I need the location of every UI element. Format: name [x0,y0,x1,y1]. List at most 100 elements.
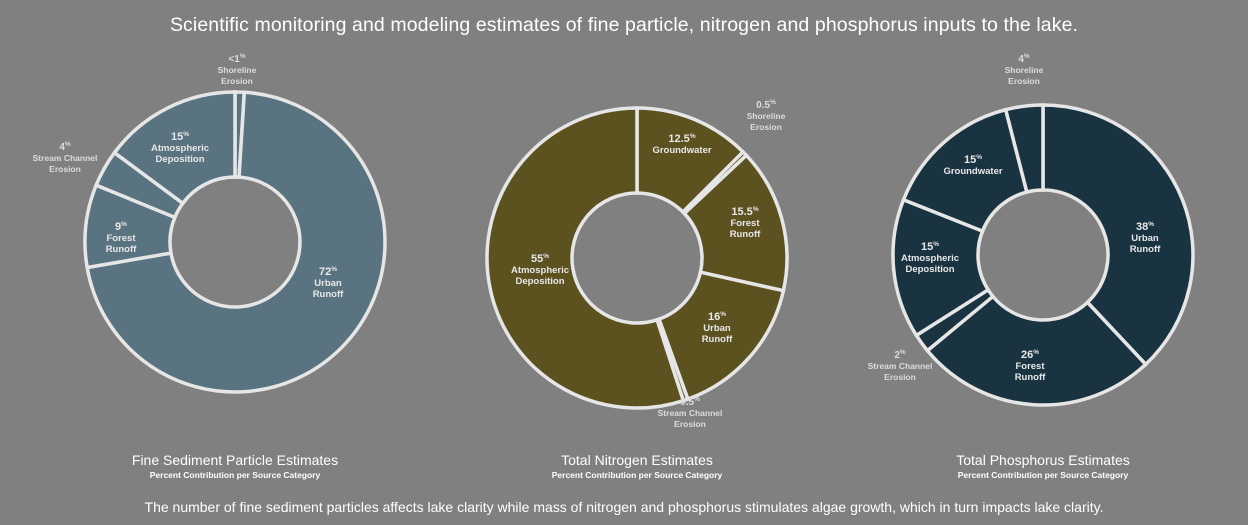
slice-label: 26% Forest Runoff [1015,349,1046,383]
slice-value: 2 [894,350,900,361]
slice-category: Groundwater [652,145,711,156]
slice-category: Forest [1015,361,1045,372]
slice-label: 16% Urban Runoff [702,311,733,345]
chart-subtitle: Percent Contribution per Source Category [551,470,723,480]
slice-percent-sign: % [770,99,776,106]
slice-category: Erosion [884,372,916,382]
slice-category: Runoff [1015,372,1046,383]
slice-percent-sign: % [1148,221,1154,228]
slice-value: 55 [531,253,543,265]
slice-label: 15% Atmospheric Deposition [901,241,959,275]
donut-slice [1041,103,1195,367]
slice-label: 72% Urban Runoff [313,266,344,300]
slice-category: Runoff [702,334,733,345]
slice-percent-sign: % [720,311,726,318]
donut-slice [1003,103,1045,195]
slice-category: Runoff [730,229,761,240]
slice-value: 9 [115,221,121,233]
slice-percent-sign: % [331,266,337,273]
slice-value: 38 [1136,221,1148,233]
slice-value: 4 [1018,54,1024,65]
slice-value: 4 [59,142,65,153]
slice-value: <1 [228,54,240,65]
slice-percent-sign: % [240,53,246,60]
slice-percent-sign: % [900,349,906,356]
slice-percent-sign: % [933,241,939,248]
slice-value: 15 [921,241,933,253]
slice-category: Shoreline [218,65,257,75]
slice-value: 72 [319,266,331,278]
slice-category: Atmospheric [511,265,569,276]
slice-value: 12.5 [668,133,689,145]
slice-category: Erosion [674,419,706,429]
donut-slice [924,293,1149,407]
slice-category: Erosion [1008,76,1040,86]
slice-percent-sign: % [690,133,696,140]
chart-subtitle: Percent Contribution per Source Category [149,470,321,480]
slice-label: 4% Stream Channel Erosion [33,141,98,174]
slice-value: 15 [171,131,183,143]
slice-label: 2% Stream Channel Erosion [868,349,933,382]
slice-category: Atmospheric [151,143,209,154]
slice-percent-sign: % [694,396,700,403]
slice-percent-sign: % [1033,349,1039,356]
slice-category: Forest [730,218,760,229]
slice-category: Forest [106,233,136,244]
slice-category: Shoreline [1005,65,1044,75]
chart-title: Total Phosphorus Estimates [956,452,1130,468]
slice-category: Urban [314,278,342,289]
slice-category: Urban [703,323,731,334]
chart-title: Total Nitrogen Estimates [561,452,713,468]
slice-category: Stream Channel [868,361,933,371]
figure-title: Scientific monitoring and modeling estim… [169,14,1079,36]
slice-percent-sign: % [183,131,189,138]
slice-category: Atmospheric [901,253,959,264]
slice-value: 15.5 [731,206,752,218]
slice-category: Erosion [750,122,782,132]
donut-slice [656,270,786,402]
slice-value: 0.5 [680,397,694,408]
slice-category: Urban [1131,233,1159,244]
slice-value: 0.5 [756,100,770,111]
figure-footnote: The number of fine sediment particles af… [144,499,1104,515]
slice-category: Stream Channel [658,408,723,418]
slice-percent-sign: % [976,154,982,161]
slice-value: 16 [708,311,720,323]
slice-percent-sign: % [65,141,71,148]
slice-label: 9% Forest Runoff [106,221,137,255]
slice-label: <1% Shoreline Erosion [218,53,257,86]
slice-percent-sign: % [1024,53,1030,60]
slice-category: Runoff [1130,244,1161,255]
slice-category: Shoreline [747,111,786,121]
slice-category: Stream Channel [33,153,98,163]
donut-slice [85,90,387,394]
slice-category: Erosion [221,76,253,86]
slice-label: 0.5% Stream Channel Erosion [658,396,723,429]
slice-percent-sign: % [121,221,127,228]
slice-category: Deposition [905,264,954,275]
chart-subtitle: Percent Contribution per Source Category [957,470,1129,480]
slice-label: 15.5% Forest Runoff [730,206,761,240]
slice-label: 4% Shoreline Erosion [1005,53,1044,86]
slice-label: 0.5% Shoreline Erosion [747,99,786,132]
slice-label: 38% Urban Runoff [1130,221,1161,255]
slice-value: 15 [964,154,976,166]
chart-title: Fine Sediment Particle Estimates [131,452,339,468]
slice-category: Erosion [49,164,81,174]
slice-label: 15% Groundwater [943,154,1002,177]
slice-percent-sign: % [753,206,759,213]
slice-category: Runoff [313,289,344,300]
slice-category: Runoff [106,244,137,255]
donut-slice [112,90,237,206]
slice-value: 26 [1021,349,1033,361]
donut-slice [485,106,686,410]
slice-category: Deposition [515,276,564,287]
slice-label: 15% Atmospheric Deposition [151,131,209,165]
slice-category: Groundwater [943,166,1002,177]
slice-category: Deposition [155,154,204,165]
